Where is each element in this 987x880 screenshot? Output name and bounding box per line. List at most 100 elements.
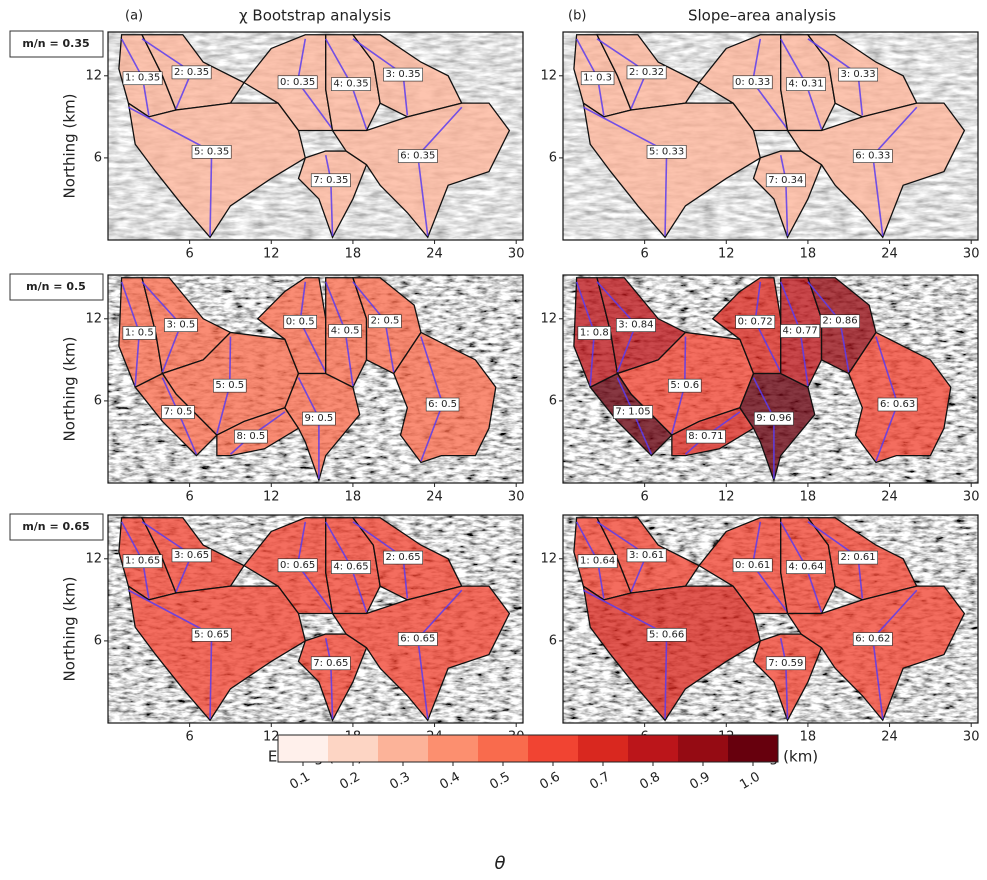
basin — [786, 585, 966, 722]
colorbar-swatch — [428, 735, 479, 762]
colorbar-tick-label: 0.9 — [687, 770, 712, 793]
basin — [331, 585, 511, 722]
basin-label: 4: 0.65 — [331, 560, 371, 574]
x-tick-label: 6 — [640, 490, 648, 505]
colorbar-swatch — [478, 735, 529, 762]
x-tick-label: 24 — [426, 247, 443, 262]
map-panel: 1: 0.65 3: 0.65 0: 0.65 4: 0.65 2: 0.65 5: 0.… — [61, 514, 524, 766]
basin-label-box — [838, 550, 878, 565]
row-label: m/n = 0.5 — [9, 273, 104, 301]
basin — [752, 150, 823, 239]
basin-label-box — [765, 173, 806, 188]
basin-label: 5: 0.6 — [668, 378, 702, 393]
basin-label: 3: 0.35 — [383, 67, 423, 82]
colorbar-tick-label: 0.4 — [437, 770, 462, 793]
x-tick-label: 24 — [881, 730, 898, 745]
basin-label-box — [580, 71, 615, 86]
basin-label-box — [735, 315, 776, 329]
basin-label-text: 3: 0.61 — [629, 550, 664, 561]
basin-label-text: 0: 0.35 — [280, 77, 315, 88]
basin-label-text: 8: 0.71 — [688, 431, 723, 442]
basin-label-box — [838, 67, 878, 82]
basin-label: 2: 0.32 — [626, 65, 667, 80]
colorbar-label: θ — [494, 853, 505, 874]
basin — [331, 102, 511, 239]
basin — [848, 331, 952, 464]
basin-label-box — [397, 149, 438, 163]
basin-label: 4: 0.35 — [331, 77, 371, 91]
colorbar-tick-label: 0.6 — [537, 770, 562, 793]
panel-frame — [107, 31, 524, 241]
basin-label-text: 3: 0.35 — [385, 69, 420, 80]
basin-label-box — [164, 318, 198, 332]
basin — [752, 633, 823, 722]
basin-label: 6: 0.65 — [397, 632, 438, 646]
colorbar-swatch — [378, 735, 429, 762]
basin-label-box — [820, 314, 860, 329]
basin-label: 7: 0.59 — [765, 656, 806, 671]
basin-label-text: 3: 0.84 — [618, 320, 653, 331]
x-tick-label: 30 — [508, 247, 525, 262]
basin-label-text: 2: 0.32 — [629, 67, 664, 78]
basin-label: 9: 0.5 — [302, 411, 336, 426]
x-tick-label: 6 — [185, 490, 193, 505]
row-label-box — [9, 513, 104, 541]
basin-label-text: 4: 0.5 — [331, 326, 360, 337]
basin-label-text: 5: 0.35 — [194, 146, 229, 157]
basin-label: 3: 0.61 — [626, 548, 667, 563]
x-tick-label: 30 — [963, 247, 980, 262]
basin-label-text: 5: 0.33 — [649, 146, 684, 157]
basin-label-text: 6: 0.63 — [880, 399, 915, 410]
basin — [786, 102, 966, 239]
basin-label: 4: 0.64 — [786, 560, 826, 574]
basin — [127, 584, 307, 722]
basin-label-box — [754, 411, 794, 426]
basin-label-text: 1: 0.5 — [125, 327, 154, 338]
basin-label-box — [283, 315, 317, 329]
basin-label-box — [786, 560, 826, 574]
basin-label: 2: 0.65 — [383, 550, 423, 565]
x-tick-label: 12 — [718, 247, 735, 262]
basin-label-text: 1: 0.8 — [580, 327, 609, 338]
colorbar-swatch — [578, 735, 629, 762]
basin-label-text: 2: 0.35 — [174, 67, 209, 78]
colorbar-swatch — [278, 735, 329, 762]
y-axis-label: Northing (km) — [61, 94, 79, 199]
x-tick-label: 12 — [263, 730, 280, 745]
basin-label-text: 5: 0.6 — [670, 380, 699, 391]
basin-label-box — [213, 378, 247, 393]
basin-label-box — [122, 554, 163, 569]
basin-label-text: 2: 0.5 — [371, 316, 400, 327]
panel-frame — [562, 31, 979, 241]
basin-label-box — [277, 558, 318, 573]
y-tick-label: 6 — [549, 150, 557, 165]
map-panel: 1: 0.5 3: 0.5 5: 0.5 7: 0.5 8: 0.5 0: 0.5 9: 0… — [61, 274, 525, 505]
basin-label-text: 1: 0.35 — [125, 73, 160, 84]
basin-label: 0: 0.72 — [735, 315, 776, 329]
basin-label-box — [310, 173, 351, 188]
basin — [127, 101, 307, 239]
basin-label: 4: 0.77 — [780, 324, 821, 338]
basin-label: 7: 1.05 — [613, 405, 653, 419]
colorbar-swatch — [528, 735, 579, 762]
basin-label-box — [171, 548, 212, 563]
row-label-box — [9, 30, 104, 58]
basin-label: 4: 0.5 — [328, 324, 362, 338]
basin-label: 6: 0.5 — [425, 397, 460, 412]
basin-label-text: 8: 0.5 — [236, 431, 265, 442]
basin — [739, 372, 816, 483]
basin-label-text: 6: 0.5 — [428, 399, 457, 410]
x-tick-label: 30 — [508, 490, 525, 505]
basin-label-box — [613, 405, 653, 419]
basin-label-text: 0: 0.72 — [738, 316, 773, 327]
basin-label-text: 3: 0.33 — [840, 69, 875, 80]
panel-title: χ Bootstrap analysis — [239, 7, 391, 25]
basin-label-box — [626, 548, 667, 563]
basin-label: 6: 0.62 — [852, 632, 893, 646]
x-tick-label: 18 — [345, 490, 362, 505]
basin-label-box — [577, 554, 618, 569]
basin-label-box — [383, 550, 423, 565]
basin-label: 1: 0.5 — [122, 326, 157, 340]
y-tick-label: 6 — [549, 633, 557, 648]
basin-label-box — [685, 429, 726, 444]
